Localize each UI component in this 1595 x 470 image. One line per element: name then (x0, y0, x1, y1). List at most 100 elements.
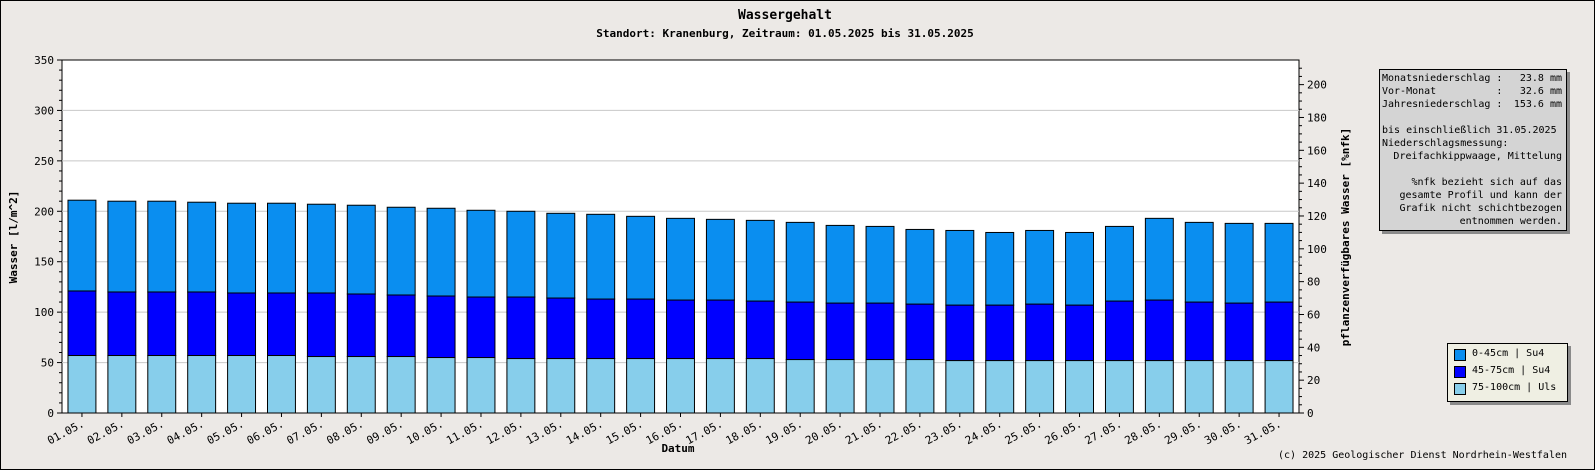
bar-segment (227, 355, 257, 414)
legend-label: 0-45cm | Su4 (1472, 348, 1545, 359)
y2-tick-label: 80 (1307, 276, 1320, 289)
y2-tick-label: 40 (1307, 341, 1320, 354)
bar-segment (67, 290, 97, 357)
info-value: 32.6 mm (1519, 86, 1562, 97)
x-tick-label: 25.05. (1003, 417, 1044, 447)
x-tick-label: 24.05. (963, 417, 1004, 447)
bar-segment (626, 215, 656, 300)
bar-segment (386, 294, 416, 358)
bar-segment (666, 358, 695, 414)
bar-segment (1144, 360, 1174, 414)
bar-segment (745, 219, 775, 302)
info-value: 23.8 mm (1519, 73, 1562, 84)
bar-segment (107, 355, 137, 414)
chart-title: Wassergehalt (738, 8, 832, 23)
bars (67, 199, 1294, 414)
bar-segment (147, 200, 177, 293)
y-tick-label: 0 (47, 407, 54, 420)
x-tick-label: 01.05. (45, 417, 86, 447)
bar-segment (865, 225, 895, 304)
x-tick-label: 08.05. (324, 417, 365, 447)
x-tick-label: 20.05. (803, 417, 844, 447)
bar-segment (1065, 231, 1094, 306)
info-label: Jahresniederschlag : (1382, 99, 1503, 110)
bar-segment (546, 358, 576, 414)
bar-segment (945, 229, 975, 306)
bar-segment (346, 204, 376, 295)
bar-segment (306, 356, 336, 414)
y-tick-label: 300 (34, 104, 54, 117)
bar-segment (1025, 229, 1055, 305)
bar-segment (107, 200, 137, 293)
y2-tick-label: 140 (1307, 177, 1327, 190)
legend-label: 45-75cm | Su4 (1472, 365, 1551, 376)
y-tick-label: 250 (34, 155, 54, 168)
bar-segment (705, 358, 735, 414)
bar-segment (985, 231, 1015, 306)
bar-segment (546, 212, 576, 299)
bar-segment (825, 302, 855, 361)
bar-segment (267, 292, 296, 357)
x-tick-label: 11.05. (444, 417, 485, 447)
bar-segment (1264, 360, 1294, 414)
bar-segment (1224, 360, 1254, 414)
x-tick-label: 22.05. (883, 417, 924, 447)
bar-segment (785, 301, 815, 361)
bar-segment (466, 209, 496, 298)
y2-tick-label: 0 (1307, 407, 1314, 420)
x-tick-label: 02.05. (85, 417, 126, 447)
y2-tick-label: 160 (1307, 144, 1327, 157)
bar-segment (905, 228, 935, 305)
precipitation-info-box: Monatsniederschlag : 23.8 mm Vor-Monat :… (1379, 69, 1567, 231)
bar-segment (1104, 360, 1134, 414)
bar-segment (67, 355, 97, 414)
x-tick-label: 30.05. (1202, 417, 1243, 447)
bar-segment (1224, 302, 1254, 362)
bar-segment (506, 210, 536, 298)
bar-segment (546, 297, 576, 360)
y-tick-label: 350 (34, 54, 54, 67)
info-note: %nfk bezieht sich auf das (1411, 177, 1562, 188)
y-axis-label: Wasser [l/m^2] (7, 191, 20, 284)
y-tick-label: 50 (41, 357, 54, 370)
y-tick-label: 200 (34, 205, 54, 218)
x-tick-label: 15.05. (604, 417, 645, 447)
bar-segment (1025, 303, 1055, 362)
bar-segment (187, 201, 217, 293)
info-measure-value: Dreifachkippwaage, Mittelung (1393, 151, 1562, 162)
x-tick-label: 07.05. (285, 417, 326, 447)
bar-segment (227, 202, 257, 294)
axis-ticks: 0 50 100 150 200 250 300 350 0 20 40 60 80 100 120 140 1… (34, 54, 1327, 420)
bar-segment (386, 206, 416, 296)
bar-segment (785, 221, 815, 303)
info-value: 153.6 mm (1513, 99, 1562, 110)
bar-segment (227, 292, 257, 357)
chart-legend: 0-45cm | Su4 45-75cm | Su4 75-100cm | Ul… (1447, 343, 1568, 402)
bar-segment (426, 207, 456, 297)
bar-segment (905, 303, 935, 361)
bar-segment (905, 359, 935, 414)
bar-segment (745, 358, 775, 414)
bar-segment (466, 357, 496, 414)
x-tick-label: 12.05. (484, 417, 525, 447)
bar-segment (306, 292, 336, 358)
bar-segment (147, 291, 177, 357)
bar-segment (586, 358, 616, 414)
y2-axis-label: pflanzenverfügbares Wasser [%nfk] (1339, 128, 1352, 347)
legend-swatch (1454, 366, 1466, 378)
bar-segment (346, 356, 376, 414)
bar-segment (506, 358, 536, 414)
bar-segment (1184, 221, 1214, 303)
x-tick-label: 05.05. (205, 417, 246, 447)
x-tick-label: 26.05. (1043, 417, 1084, 447)
y-tick-label: 150 (34, 256, 54, 269)
x-tick-label: 13.05. (524, 417, 565, 447)
bar-segment (187, 291, 217, 357)
bar-segment (187, 355, 217, 414)
x-tick-label: 28.05. (1123, 417, 1164, 447)
y2-tick-label: 60 (1307, 308, 1320, 321)
x-axis-label: Datum (661, 442, 694, 455)
bar-segment (945, 304, 975, 362)
bar-segment (306, 203, 336, 294)
bar-segment (1144, 299, 1174, 362)
